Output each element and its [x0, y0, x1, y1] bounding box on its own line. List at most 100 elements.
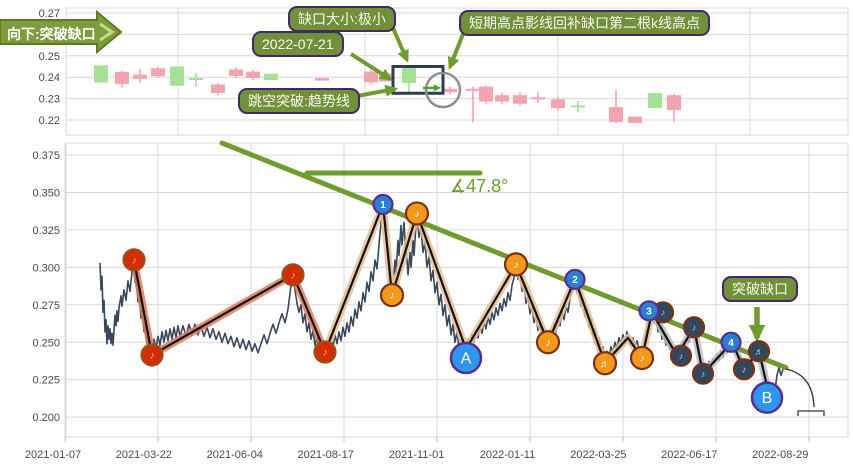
y-tick-label: 0.24 — [39, 72, 60, 84]
pivot-marker-navy — [682, 316, 706, 339]
pivot-marker-red — [313, 340, 337, 364]
y-tick-label: 0.27 — [39, 8, 60, 20]
angle-label: ∡47.8° — [450, 176, 509, 196]
measure-bracket — [797, 410, 825, 416]
pivot-marker-red-glyph: ♪ — [150, 351, 155, 362]
candle-body — [229, 69, 243, 76]
pivot-marker-red-glyph: ♪ — [323, 348, 328, 359]
y-tick-label: 0.250 — [32, 337, 60, 349]
pivot-marker-orange-glyph: ♪ — [640, 354, 645, 365]
wave-number-marker — [638, 300, 660, 322]
pivot-marker-orange — [404, 201, 430, 226]
annotation-date: 2022-07-21 — [252, 31, 344, 57]
candle-body — [133, 74, 147, 79]
y-tick-label: 0.22 — [39, 115, 60, 127]
pivot-marker-navy — [732, 358, 756, 381]
x-tick-label: 2022-01-11 — [480, 449, 535, 461]
point-a-label: A — [461, 350, 472, 367]
candle-body — [402, 67, 416, 83]
bottom-panel-border — [65, 142, 849, 438]
x-tick-label: 2022-08-29 — [752, 449, 808, 461]
pivot-marker-red-glyph: ♪ — [132, 255, 137, 266]
annotation-short-high: 短期高点影线回补缺口第二根k线高点 — [459, 10, 710, 36]
candle-body — [443, 88, 457, 93]
wave-number-marker — [372, 193, 394, 216]
pivot-marker-navy — [747, 340, 771, 363]
x-tick-label: 2021-08-17 — [298, 449, 354, 461]
candle-body — [551, 99, 565, 109]
highlight-box — [391, 65, 445, 95]
annotation-arrow — [356, 84, 399, 98]
pivot-marker-red — [140, 343, 164, 367]
pivot-marker-red-glyph: ♪ — [291, 270, 296, 281]
wave-number-marker — [564, 268, 586, 290]
pivot-marker-orange-glyph: ♪ — [415, 209, 420, 220]
candle-body — [609, 107, 623, 123]
top-panel-border — [65, 7, 849, 136]
candle-body — [94, 65, 108, 83]
candle-body — [246, 71, 260, 79]
y-tick-label: 0.25 — [39, 51, 60, 63]
pivot-marker-navy-glyph: ♪ — [692, 323, 697, 333]
pivot-marker-orange-glyph: ♬ — [600, 359, 610, 370]
pivot-marker-navy-glyph: ♪ — [701, 369, 706, 379]
pivot-marker-navy-glyph: ♪ — [742, 364, 747, 374]
annotation-arrow — [349, 52, 393, 81]
pivot-marker-navy-glyph: ♪ — [661, 308, 666, 318]
x-tick-label: 2021-11-01 — [389, 449, 444, 461]
x-tick-label: 2021-01-07 — [25, 449, 81, 461]
pivot-marker-orange — [503, 252, 529, 277]
y-tick-label: 0.325 — [32, 225, 60, 237]
annotation-arrow — [391, 27, 409, 63]
candle-body — [479, 86, 493, 102]
x-tick-label: 2021-03-22 — [116, 449, 172, 461]
candle-body — [513, 95, 527, 104]
banner-label: 向下:突破缺口 — [7, 26, 96, 42]
pivot-marker-orange-glyph: ♪ — [546, 338, 551, 349]
pivot-marker-orange — [629, 345, 655, 371]
y-tick-label: 0.300 — [32, 262, 60, 274]
pivot-marker-orange-glyph: ♪ — [514, 260, 519, 271]
candle-body — [170, 66, 184, 86]
candle-body — [189, 78, 203, 81]
candle-body — [264, 73, 278, 81]
pivot-marker-navy — [691, 362, 715, 385]
y-tick-label: 0.225 — [32, 375, 60, 387]
highlight-circle — [424, 71, 462, 109]
pivot-marker-orange — [592, 351, 618, 376]
candle-body — [151, 68, 165, 77]
banner-chevron-icon — [99, 22, 115, 42]
candle-body — [628, 116, 642, 123]
measure-arc — [785, 368, 815, 408]
candle-body — [211, 84, 225, 94]
y-tick-label: 0.375 — [32, 150, 60, 162]
annotation-gap-size: 缺口大小:极小 — [288, 6, 396, 32]
gap-size-marker-head — [434, 84, 441, 92]
banner-arrow-shape — [0, 9, 123, 55]
pivot-marker-orange — [379, 282, 405, 308]
pivot-marker-navy-glyph: ♬ — [755, 346, 764, 356]
candle-body — [571, 105, 585, 108]
point-b-label: B — [762, 390, 773, 407]
pivot-marker-navy — [669, 344, 693, 367]
candle-body — [495, 95, 509, 102]
wave-number-marker-glyph: 1 — [380, 200, 386, 211]
candle-body — [315, 78, 329, 81]
y-tick-label: 0.200 — [32, 412, 60, 424]
wave-number-marker-glyph: 2 — [572, 275, 578, 286]
annotation-breakout: 突破缺口 — [722, 276, 798, 302]
pivot-marker-orange-glyph: ♪ — [390, 291, 395, 302]
y-tick-label: 0.275 — [32, 300, 60, 312]
candle-body — [364, 71, 378, 83]
candle-body — [531, 97, 545, 100]
wave-number-marker-glyph: 4 — [728, 338, 734, 349]
y-tick-label: 0.23 — [39, 94, 60, 106]
x-tick-label: 2022-03-25 — [570, 449, 626, 461]
wave-number-marker-glyph: 3 — [646, 306, 652, 317]
x-tick-label: 2021-06-04 — [207, 449, 263, 461]
pivot-marker-navy-glyph: ♪ — [679, 351, 684, 361]
candle-body — [648, 93, 662, 109]
x-tick-label: 2022-06-17 — [661, 449, 717, 461]
point-b-marker — [750, 381, 784, 414]
